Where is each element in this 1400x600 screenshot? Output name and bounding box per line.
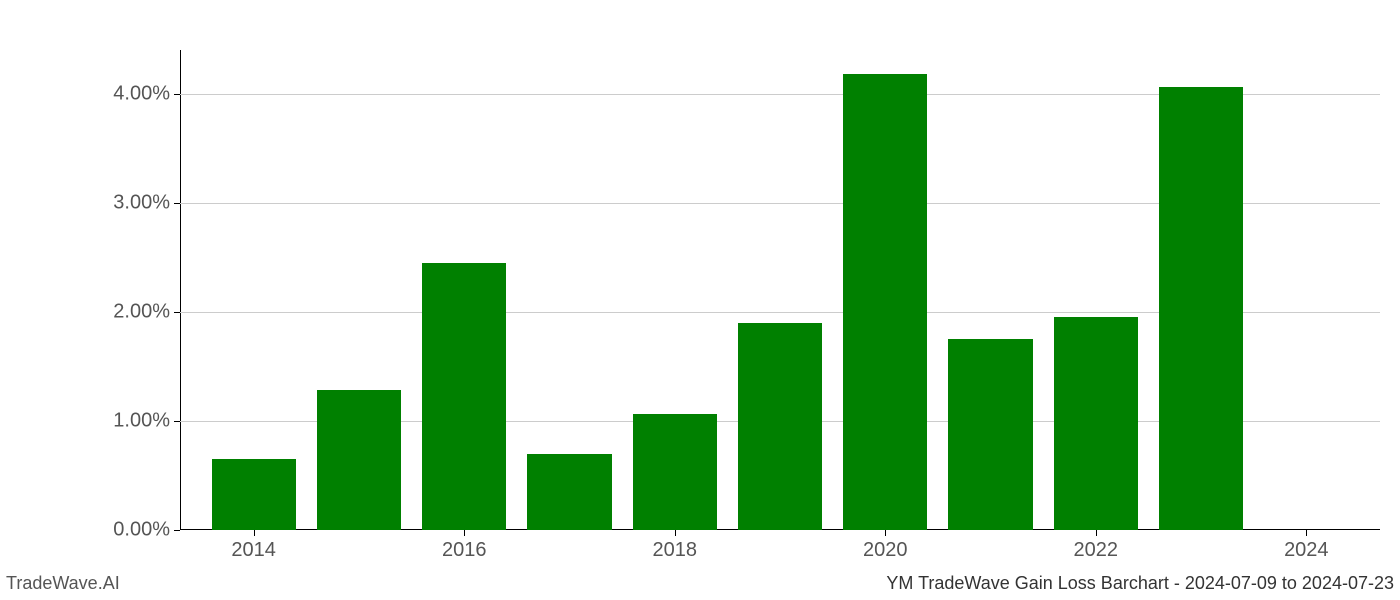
bar: [843, 74, 927, 530]
bar: [633, 414, 717, 530]
bar: [1054, 317, 1138, 530]
x-tick-label: 2016: [442, 539, 487, 562]
bar: [738, 323, 822, 530]
x-tick: [675, 530, 676, 536]
x-tick-label: 2018: [652, 539, 697, 562]
y-tick: [174, 312, 180, 313]
x-tick: [1306, 530, 1307, 536]
y-tick-label: 2.00%: [80, 300, 170, 323]
footer-title: YM TradeWave Gain Loss Barchart - 2024-0…: [886, 573, 1394, 594]
bar: [317, 390, 401, 530]
y-tick-label: 4.00%: [80, 82, 170, 105]
x-tick: [885, 530, 886, 536]
x-tick: [1096, 530, 1097, 536]
x-tick-label: 2020: [863, 539, 908, 562]
y-tick-label: 0.00%: [80, 519, 170, 542]
y-tick-label: 1.00%: [80, 409, 170, 432]
y-tick: [174, 421, 180, 422]
y-tick: [174, 530, 180, 531]
x-tick-label: 2024: [1284, 539, 1329, 562]
x-tick: [464, 530, 465, 536]
x-tick-label: 2022: [1074, 539, 1119, 562]
bar: [948, 339, 1032, 530]
bar: [422, 263, 506, 530]
bar: [212, 459, 296, 530]
y-axis: [180, 50, 181, 530]
x-tick-label: 2014: [231, 539, 276, 562]
x-tick: [254, 530, 255, 536]
bar: [527, 454, 611, 530]
y-tick: [174, 203, 180, 204]
y-tick: [174, 94, 180, 95]
chart-area: [180, 50, 1380, 530]
y-tick-label: 3.00%: [80, 191, 170, 214]
footer-brand: TradeWave.AI: [6, 573, 120, 594]
bar: [1159, 87, 1243, 530]
